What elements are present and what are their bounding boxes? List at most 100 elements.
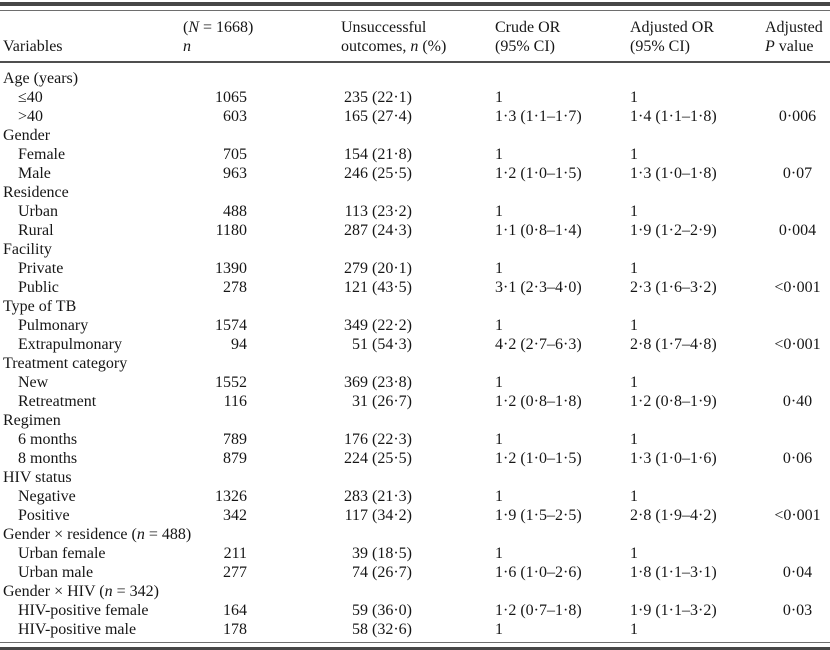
row-label: Residence xyxy=(3,184,69,201)
row-label: Age (years) xyxy=(3,70,79,87)
adjusted-or-value: 1·4 (1·1–1·8) xyxy=(630,108,717,125)
data-row: Retreatment 116 31 (26·7) 1·2 (0·8–1·8) 1·2 … xyxy=(0,392,830,411)
outcomes-value: 246 (25·5) xyxy=(344,165,412,182)
adjusted-or-value xyxy=(630,62,765,88)
n-value: 1552 xyxy=(215,374,247,391)
crude-or-value: 1 xyxy=(495,146,503,163)
section-row: HIV status xyxy=(0,468,830,487)
data-row: Urban 488 113 (23·2) 1 1 xyxy=(0,202,830,221)
outcomes-value: 59 (36·0) xyxy=(352,602,412,619)
crude-or-value: 1 xyxy=(495,260,503,277)
n-value xyxy=(183,354,252,373)
p-value xyxy=(765,620,830,642)
n-value: 1065 xyxy=(215,89,247,106)
results-table: Variables (N = 1668) n Unsuccessful outc… xyxy=(0,11,830,642)
crude-or-value: 1 xyxy=(495,545,503,562)
data-row: HIV-positive male 178 58 (32·6) 1 1 xyxy=(0,620,830,642)
col-header-variables: Variables xyxy=(0,11,183,63)
n-value: 1180 xyxy=(215,222,247,239)
data-row: Female 705 154 (21·8) 1 1 xyxy=(0,145,830,164)
row-label: Retreatment xyxy=(18,393,97,410)
crude-or-value xyxy=(495,240,630,259)
data-row: Public 278 121 (43·5) 3·1 (2·3–4·0) 2·3 (1·6… xyxy=(0,278,830,297)
adjusted-or-value xyxy=(630,297,765,316)
p-value: 0·04 xyxy=(782,564,813,581)
p-value xyxy=(765,544,830,563)
top-rule-thin xyxy=(0,10,830,11)
top-rule-thick xyxy=(0,2,830,6)
data-row: >40 603 165 (27·4) 1·3 (1·1–1·7) 1·4 (1·1–1·… xyxy=(0,107,830,126)
adjusted-or-value xyxy=(630,468,765,487)
p-value xyxy=(765,487,830,506)
crude-or-value xyxy=(495,582,630,601)
adjusted-or-value: 2·8 (1·9–4·2) xyxy=(630,507,717,524)
outcomes-value: 235 (22·1) xyxy=(344,89,412,106)
n-value: 278 xyxy=(223,279,247,296)
section-row: Residence xyxy=(0,183,830,202)
crude-or-value: 1 xyxy=(495,374,503,391)
adjusted-or-value: 1 xyxy=(630,89,638,106)
row-label: 6 months xyxy=(18,431,78,448)
n-value: 116 xyxy=(223,393,247,410)
header-label: Adjusted xyxy=(765,19,823,36)
row-label: 8 months xyxy=(18,450,78,467)
row-label: Rural xyxy=(18,222,54,239)
adjusted-or-value: 1 xyxy=(630,621,638,638)
row-label: Gender × residence (n = 488) xyxy=(3,526,192,543)
row-label: ≤40 xyxy=(18,89,43,106)
row-label: HIV-positive male xyxy=(18,621,137,638)
section-row: Regimen xyxy=(0,411,830,430)
n-value: 164 xyxy=(223,602,247,619)
outcomes-value: 121 (43·5) xyxy=(344,279,412,296)
crude-or-value: 1·2 (1·0–1·5) xyxy=(495,165,582,182)
header-label: (N = 1668) xyxy=(183,19,254,36)
p-value xyxy=(765,62,830,88)
italic-n: n xyxy=(136,526,145,543)
section-row: Gender × HIV (n = 342) xyxy=(0,582,830,601)
crude-or-value: 1 xyxy=(495,317,503,334)
header-label: P value xyxy=(765,38,814,55)
data-row: HIV-positive female 164 59 (36·0) 1·2 (0·7–… xyxy=(0,601,830,620)
header-label: Adjusted OR xyxy=(630,19,714,36)
p-value xyxy=(765,468,830,487)
crude-or-value xyxy=(495,525,630,544)
col-header-adjusted-p-value: Adjusted P value xyxy=(765,11,830,63)
outcomes-value: 117 (34·2) xyxy=(344,507,412,524)
adjusted-or-value xyxy=(630,525,765,544)
crude-or-value: 1 xyxy=(495,203,503,220)
p-value: <0·001 xyxy=(774,279,821,296)
row-label: Private xyxy=(18,260,64,277)
adjusted-or-value: 1 xyxy=(630,146,638,163)
n-value: 94 xyxy=(231,336,247,353)
adjusted-or-value xyxy=(630,354,765,373)
crude-or-value xyxy=(495,183,630,202)
outcomes-value: 287 (24·3) xyxy=(344,222,412,239)
data-row: Private 1390 279 (20·1) 1 1 xyxy=(0,259,830,278)
p-value xyxy=(765,183,830,202)
row-label: Female xyxy=(18,146,66,163)
n-value xyxy=(183,582,252,601)
outcomes-value xyxy=(252,297,495,316)
data-row: Urban female 211 39 (18·5) 1 1 xyxy=(0,544,830,563)
p-value: 0·03 xyxy=(782,602,813,619)
adjusted-or-value: 1·3 (1·0–1·6) xyxy=(630,450,717,467)
row-label: Type of TB xyxy=(3,298,77,315)
adjusted-or-value xyxy=(630,582,765,601)
outcomes-value: 113 (23·2) xyxy=(344,203,412,220)
n-value: 879 xyxy=(223,450,247,467)
n-value: 963 xyxy=(223,165,247,182)
data-row: Urban male 277 74 (26·7) 1·6 (1·0–2·6) 1·8 (… xyxy=(0,563,830,582)
row-label: Positive xyxy=(18,507,70,524)
row-label: Public xyxy=(18,279,59,296)
col-header-unsuccessful-outcomes: Unsuccessful outcomes, n (%) xyxy=(252,11,495,63)
outcomes-value: 154 (21·8) xyxy=(344,146,412,163)
outcomes-value: 74 (26·7) xyxy=(352,564,412,581)
n-value: 789 xyxy=(223,431,247,448)
outcomes-value xyxy=(252,183,495,202)
crude-or-value: 3·1 (2·3–4·0) xyxy=(495,279,582,296)
adjusted-or-value: 1 xyxy=(630,545,638,562)
adjusted-or-value: 1 xyxy=(630,203,638,220)
crude-or-value: 1·2 (0·8–1·8) xyxy=(495,393,582,410)
crude-or-value: 4·2 (2·7–6·3) xyxy=(495,336,582,353)
adjusted-or-value: 1·9 (1·2–2·9) xyxy=(630,222,717,239)
